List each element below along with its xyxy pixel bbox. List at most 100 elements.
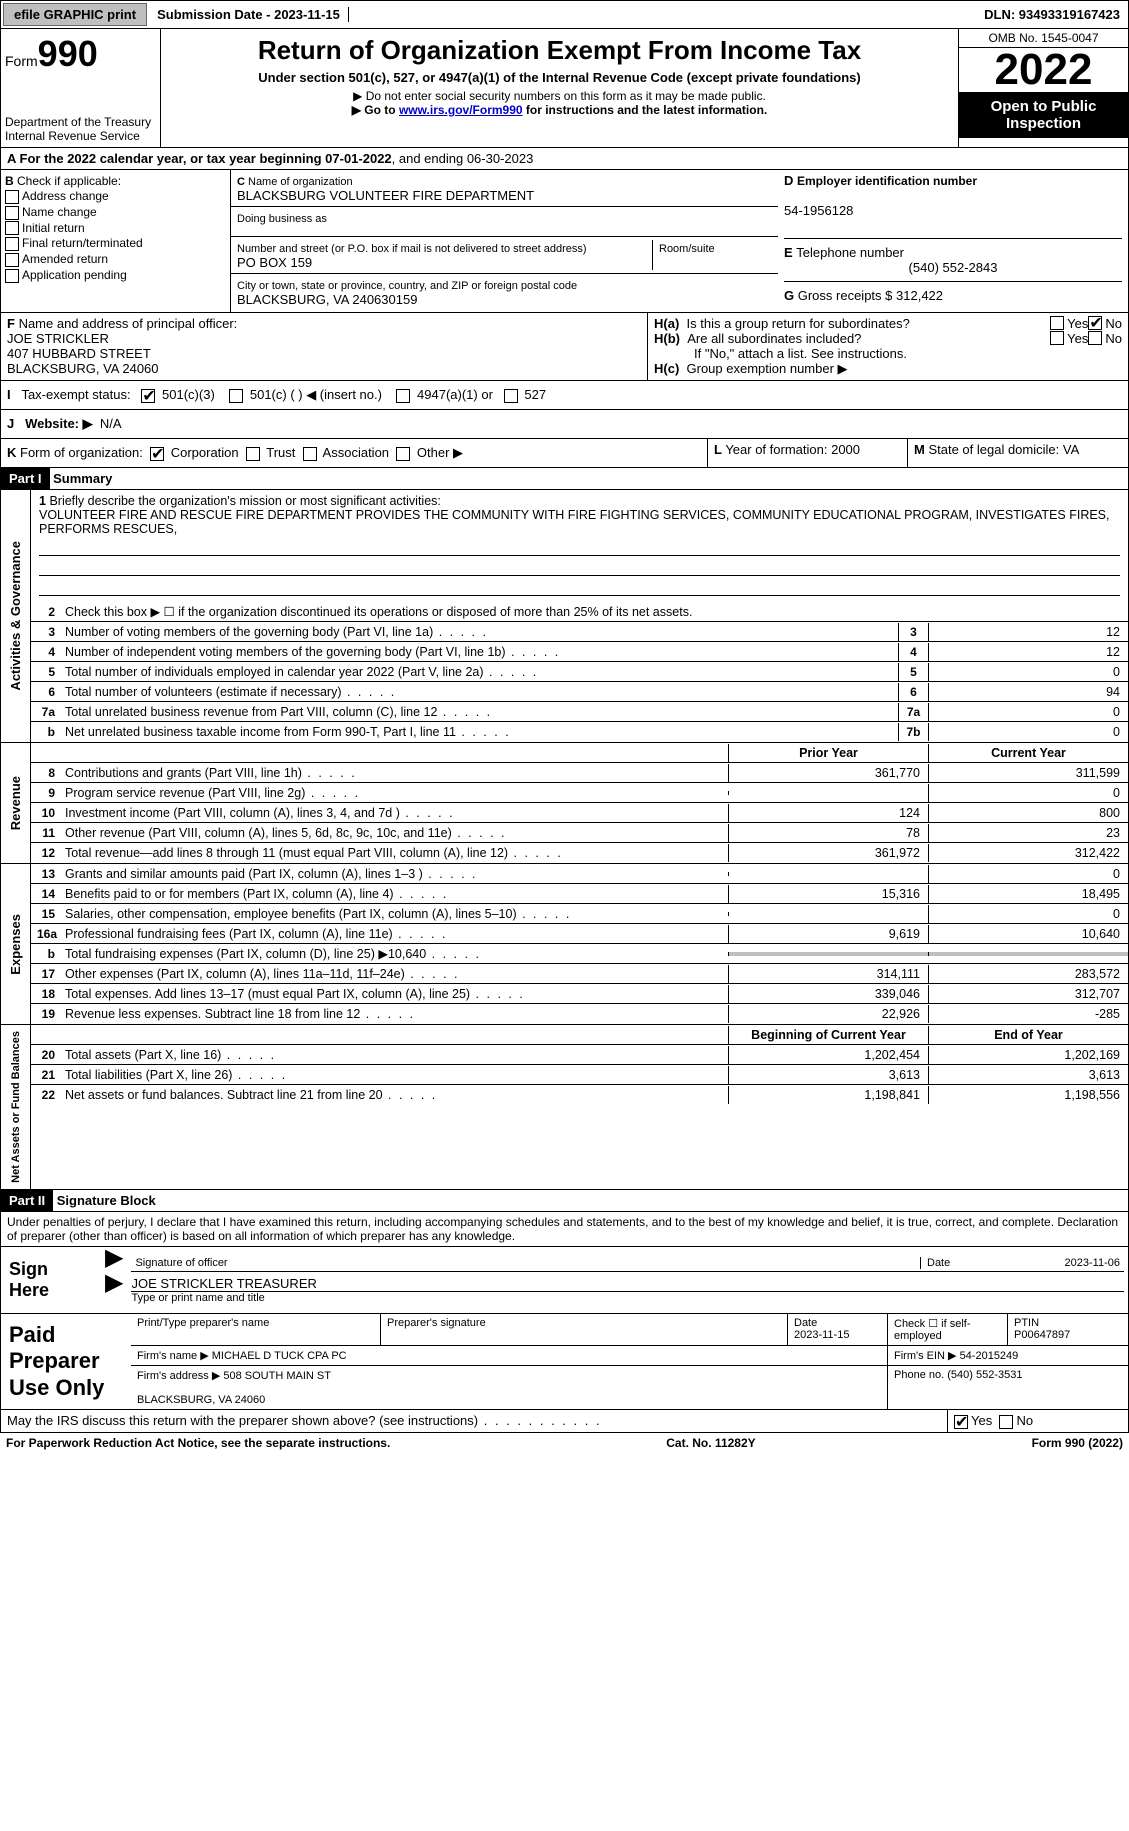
part2-header: Part II Signature Block: [0, 1190, 1129, 1212]
part1-header: Part I Summary: [0, 468, 1129, 490]
discuss-yes[interactable]: [954, 1415, 968, 1429]
line-11: 11Other revenue (Part VIII, column (A), …: [31, 823, 1128, 843]
chk-501c3[interactable]: [141, 389, 155, 403]
street-address: PO BOX 159: [237, 255, 312, 270]
chk-trust[interactable]: [246, 447, 260, 461]
paid-preparer: Paid Preparer Use Only Print/Type prepar…: [0, 1314, 1129, 1410]
section-i: I Tax-exempt status: 501(c)(3) 501(c) ( …: [0, 381, 1129, 410]
goto-note: ▶ Go to www.irs.gov/Form990 for instruct…: [167, 103, 952, 117]
line-16a: 16aProfessional fundraising fees (Part I…: [31, 924, 1128, 944]
firm-addr: 508 SOUTH MAIN ST: [223, 1370, 331, 1382]
may-irs-discuss: May the IRS discuss this return with the…: [0, 1410, 1129, 1433]
line-5: 5Total number of individuals employed in…: [31, 662, 1128, 682]
line-22: 22Net assets or fund balances. Subtract …: [31, 1085, 1128, 1105]
ssn-note: ▶ Do not enter social security numbers o…: [167, 89, 952, 103]
chk-amended[interactable]: Amended return: [5, 252, 226, 267]
officer-name: JOE STRICKLER: [7, 331, 109, 346]
h-note: If "No," attach a list. See instructions…: [654, 346, 1122, 361]
line-20: 20Total assets (Part X, line 16)1,202,45…: [31, 1045, 1128, 1065]
section-c: C Name of organizationBLACKSBURG VOLUNTE…: [231, 170, 778, 312]
chk-address-change[interactable]: Address change: [5, 189, 226, 204]
submission-date: Submission Date - 2023-11-15: [149, 7, 349, 22]
form-header: Form990 Department of the Treasury Inter…: [0, 29, 1129, 148]
officer-name-title: JOE STRICKLER TREASURER: [131, 1276, 1124, 1292]
open-to-public: Open to Public Inspection: [959, 92, 1128, 138]
ptin: P00647897: [1014, 1329, 1070, 1341]
line-19: 19Revenue less expenses. Subtract line 1…: [31, 1004, 1128, 1024]
perjury-declaration: Under penalties of perjury, I declare th…: [0, 1212, 1129, 1247]
form-title: Return of Organization Exempt From Incom…: [167, 35, 952, 66]
expenses-section: Expenses 13Grants and similar amounts pa…: [0, 864, 1129, 1025]
chk-name-change[interactable]: Name change: [5, 205, 226, 220]
officer-addr2: BLACKSBURG, VA 24060: [7, 361, 159, 376]
line-3: 3Number of voting members of the governi…: [31, 622, 1128, 642]
chk-corp[interactable]: [150, 447, 164, 461]
firm-phone: (540) 552-3531: [947, 1369, 1022, 1381]
mission-text: VOLUNTEER FIRE AND RESCUE FIRE DEPARTMEN…: [39, 508, 1110, 536]
phone: (540) 552-2843: [784, 260, 1122, 275]
footer: For Paperwork Reduction Act Notice, see …: [0, 1433, 1129, 1453]
section-f-h: F Name and address of principal officer:…: [0, 313, 1129, 381]
discuss-no[interactable]: [999, 1415, 1013, 1429]
line-10: 10Investment income (Part VIII, column (…: [31, 803, 1128, 823]
activities-governance: Activities & Governance 1 Briefly descri…: [0, 490, 1129, 743]
line-8: 8Contributions and grants (Part VIII, li…: [31, 763, 1128, 783]
chk-initial-return[interactable]: Initial return: [5, 221, 226, 236]
firm-ein: 54-2015249: [960, 1350, 1019, 1362]
state-domicile: VA: [1063, 442, 1079, 457]
form-number: Form990: [5, 33, 156, 75]
chk-other[interactable]: [396, 447, 410, 461]
line-b: bNet unrelated business taxable income f…: [31, 722, 1128, 742]
section-j: J Website: ▶ N/A: [0, 410, 1129, 439]
ein: 54-1956128: [784, 203, 853, 218]
line-13: 13Grants and similar amounts paid (Part …: [31, 864, 1128, 884]
tax-year: 2022: [959, 48, 1128, 92]
ha-no[interactable]: [1088, 316, 1102, 330]
line-7a: 7aTotal unrelated business revenue from …: [31, 702, 1128, 722]
chk-527[interactable]: [504, 389, 518, 403]
efile-print-button[interactable]: efile GRAPHIC print: [3, 3, 147, 26]
irs-label: Internal Revenue Service: [5, 129, 156, 143]
hb-yes[interactable]: [1050, 331, 1064, 345]
line-9: 9Program service revenue (Part VIII, lin…: [31, 783, 1128, 803]
line-18: 18Total expenses. Add lines 13–17 (must …: [31, 984, 1128, 1004]
line-6: 6Total number of volunteers (estimate if…: [31, 682, 1128, 702]
prep-date: 2023-11-15: [794, 1329, 849, 1341]
chk-final-return[interactable]: Final return/terminated: [5, 236, 226, 251]
org-name: BLACKSBURG VOLUNTEER FIRE DEPARTMENT: [237, 188, 534, 203]
hb-no[interactable]: [1088, 331, 1102, 345]
firm-city: BLACKSBURG, VA 24060: [137, 1394, 265, 1406]
arrow-icon: ▶: [105, 1276, 123, 1304]
dept-treasury: Department of the Treasury: [5, 115, 156, 129]
section-d-e-g: D Employer identification number54-19561…: [778, 170, 1128, 312]
revenue-section: Revenue Prior YearCurrent Year 8Contribu…: [0, 743, 1129, 864]
chk-assoc[interactable]: [303, 447, 317, 461]
chk-app-pending[interactable]: Application pending: [5, 268, 226, 283]
top-bar: efile GRAPHIC print Submission Date - 20…: [0, 0, 1129, 29]
netassets-section: Net Assets or Fund Balances Beginning of…: [0, 1025, 1129, 1190]
year-formation: 2000: [831, 442, 860, 457]
chk-4947[interactable]: [396, 389, 410, 403]
section-k-l-m: K Form of organization: Corporation Trus…: [0, 439, 1129, 468]
irs-link[interactable]: www.irs.gov/Form990: [399, 103, 523, 117]
section-b: B Check if applicable: Address change Na…: [1, 170, 231, 312]
city-state-zip: BLACKSBURG, VA 240630159: [237, 292, 417, 307]
line-17: 17Other expenses (Part IX, column (A), l…: [31, 964, 1128, 984]
sign-here: Sign Here ▶ Signature of officerDate 202…: [0, 1247, 1129, 1314]
line-12: 12Total revenue—add lines 8 through 11 (…: [31, 843, 1128, 863]
line-15: 15Salaries, other compensation, employee…: [31, 904, 1128, 924]
line-14: 14Benefits paid to or for members (Part …: [31, 884, 1128, 904]
line-b: bTotal fundraising expenses (Part IX, co…: [31, 944, 1128, 964]
chk-501c[interactable]: [229, 389, 243, 403]
sig-date: 2023-11-06: [1065, 1257, 1120, 1269]
firm-name: MICHAEL D TUCK CPA PC: [212, 1350, 347, 1362]
officer-addr1: 407 HUBBARD STREET: [7, 346, 151, 361]
gross-receipts: 312,422: [896, 288, 943, 303]
ha-yes[interactable]: [1050, 316, 1064, 330]
entity-block: B Check if applicable: Address change Na…: [0, 170, 1129, 313]
form-subtitle: Under section 501(c), 527, or 4947(a)(1)…: [167, 70, 952, 85]
website: N/A: [100, 416, 122, 431]
dln: DLN: 93493319167423: [976, 3, 1128, 26]
line-4: 4Number of independent voting members of…: [31, 642, 1128, 662]
line-21: 21Total liabilities (Part X, line 26)3,6…: [31, 1065, 1128, 1085]
